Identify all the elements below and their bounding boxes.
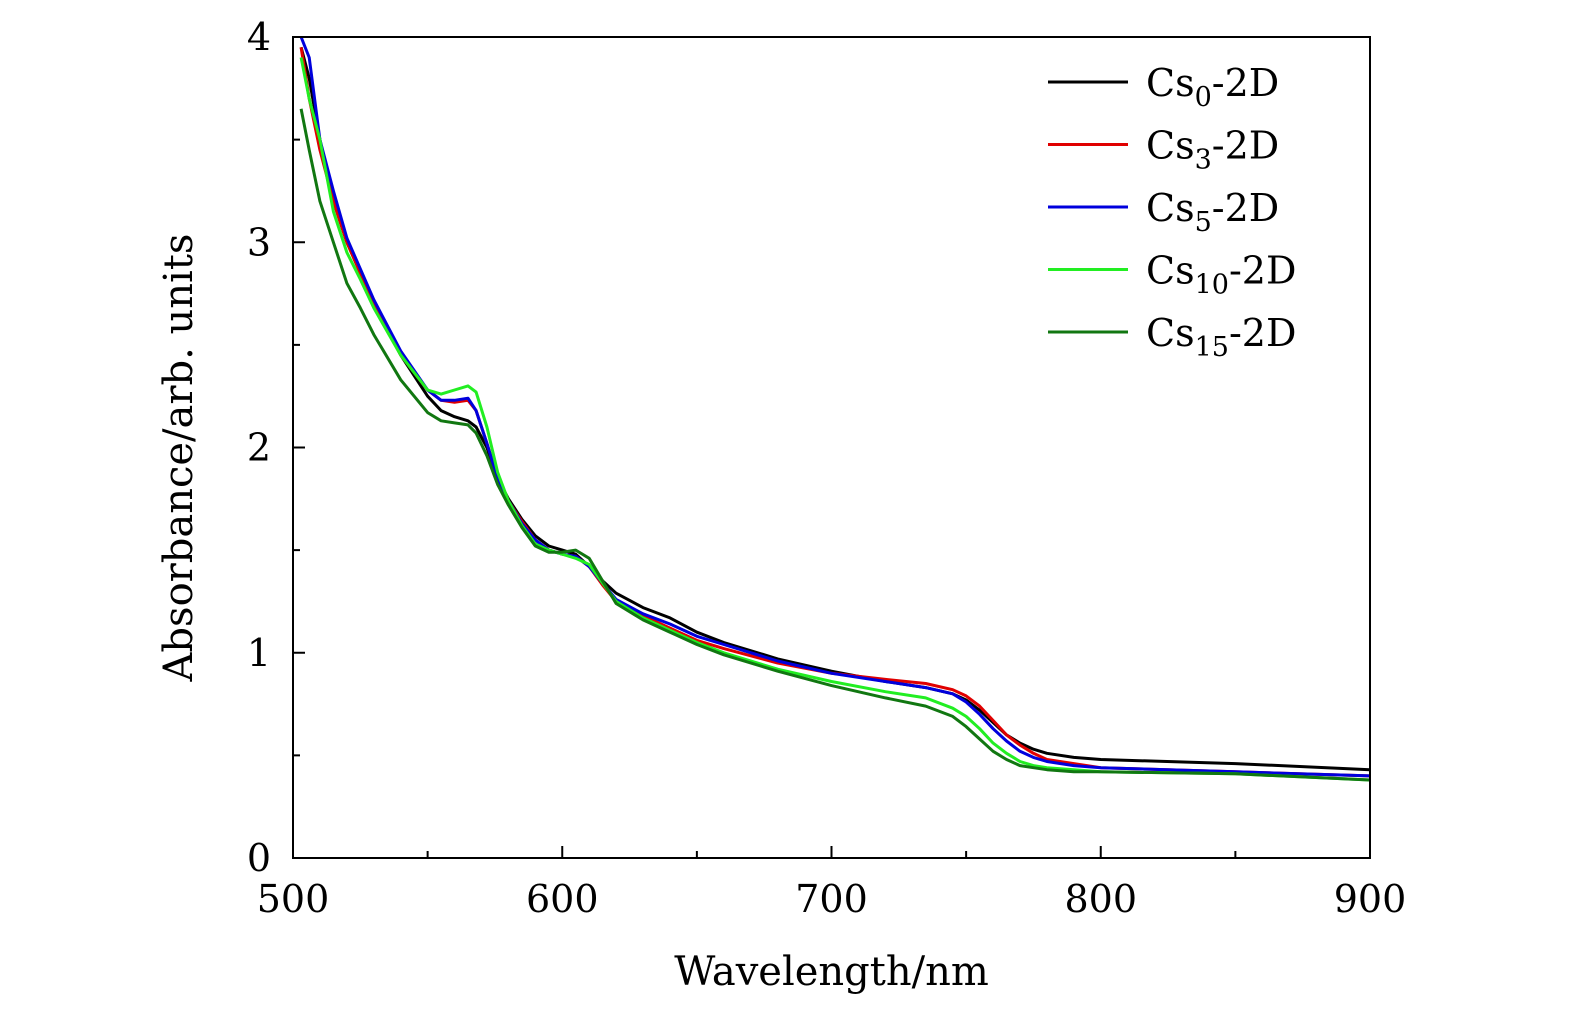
legend-label-base: Cs	[1146, 249, 1195, 293]
x-tick-label: 600	[526, 877, 599, 921]
legend-label-base: Cs	[1146, 311, 1195, 355]
legend-label: Cs3-2D	[1146, 124, 1279, 176]
legend-label-subscript: 15	[1195, 332, 1229, 363]
legend-label: Cs15-2D	[1146, 311, 1296, 363]
series-line	[299, 108, 1371, 782]
x-axis: 500 600 700 800 900	[257, 846, 1407, 921]
legend-label: Cs0-2D	[1146, 61, 1279, 113]
y-tick-label: 2	[247, 426, 271, 470]
legend-label-base: Cs	[1146, 124, 1195, 168]
legend-label-subscript: 3	[1195, 145, 1212, 176]
legend-label-base: Cs	[1146, 61, 1195, 105]
x-tick-label: 800	[1064, 877, 1137, 921]
legend-label-suffix: -2D	[1212, 124, 1279, 168]
x-tick-label: 700	[795, 877, 868, 921]
legend-label-suffix: -2D	[1212, 186, 1279, 230]
y-axis-title: Absorbance/arb. units	[156, 234, 202, 683]
x-axis-title: Wavelength/nm	[674, 949, 989, 995]
series-line	[299, 57, 1371, 782]
legend-label-suffix: -2D	[1212, 61, 1279, 105]
y-tick-label: 1	[247, 631, 271, 675]
legend-label-subscript: 0	[1195, 82, 1212, 113]
x-tick-label: 500	[257, 877, 330, 921]
y-tick-label: 0	[247, 836, 271, 880]
legend-label-suffix: -2D	[1229, 311, 1296, 355]
legend-label-suffix: -2D	[1229, 249, 1296, 293]
x-tick-label: 900	[1334, 877, 1407, 921]
legend-label-base: Cs	[1146, 186, 1195, 230]
y-tick-label: 3	[247, 220, 271, 264]
legend-label: Cs10-2D	[1146, 249, 1296, 301]
legend-label: Cs5-2D	[1146, 186, 1279, 238]
y-tick-label: 4	[247, 15, 271, 59]
plot-lines	[299, 36, 1371, 782]
legend-label-subscript: 10	[1195, 270, 1229, 301]
y-axis: 0 1 2 3 4	[247, 15, 305, 880]
legend-label-subscript: 5	[1195, 207, 1212, 238]
